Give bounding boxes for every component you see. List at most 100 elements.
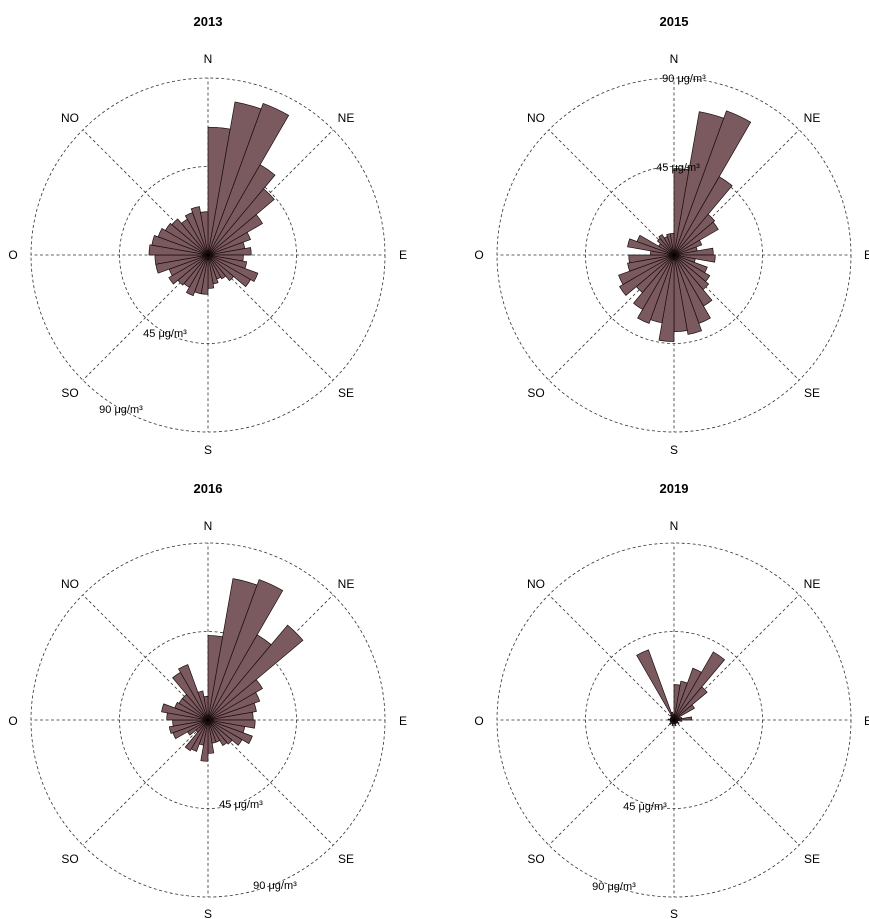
petal-30deg bbox=[207, 164, 276, 256]
petal-140deg bbox=[207, 254, 227, 280]
direction-label-so: SO bbox=[61, 852, 78, 866]
petal-40deg bbox=[207, 624, 304, 721]
petal-330deg bbox=[636, 649, 675, 721]
petal-200deg bbox=[637, 254, 675, 324]
direction-label-e: E bbox=[399, 714, 407, 728]
wind-rose-panel-2015: 2015 N NE E SE S SO O NO 45 μg/m³ 90 μg/… bbox=[474, 14, 869, 457]
center-point bbox=[672, 253, 676, 257]
petal-140deg bbox=[207, 719, 228, 747]
petal-230deg bbox=[168, 254, 209, 285]
petal-160deg bbox=[673, 254, 703, 335]
ring-label-outer: 90 μg/m³ bbox=[592, 881, 636, 893]
petal-300deg bbox=[164, 222, 209, 256]
petal-40deg bbox=[207, 188, 275, 256]
petal-110deg bbox=[207, 719, 253, 745]
direction-label-n: N bbox=[670, 519, 679, 533]
wind-rose-panel-2016: 2016 N NE E SE S SO O NO 45 μg/m³ 90 μg/… bbox=[8, 481, 407, 919]
grid-spoke-no bbox=[548, 594, 675, 721]
direction-label-o: O bbox=[8, 248, 17, 262]
petal-130deg bbox=[207, 254, 235, 282]
direction-label-s: S bbox=[204, 907, 212, 919]
petal-120deg bbox=[207, 254, 252, 288]
chart-title: 2016 bbox=[194, 481, 223, 496]
petal-40deg bbox=[673, 686, 708, 721]
petal-250deg bbox=[627, 254, 675, 272]
petal-310deg bbox=[171, 218, 209, 256]
petal-70deg bbox=[207, 702, 257, 721]
petal-210deg bbox=[184, 719, 209, 752]
chart-title: 2015 bbox=[660, 14, 689, 29]
petal-80deg bbox=[673, 716, 693, 721]
direction-label-ne: NE bbox=[338, 111, 355, 125]
petal-20deg bbox=[207, 103, 290, 256]
direction-label-ne: NE bbox=[804, 577, 821, 591]
grid-spoke-se bbox=[673, 719, 800, 846]
ring-label-inner: 45 μg/m³ bbox=[143, 328, 187, 340]
petal-290deg bbox=[636, 234, 675, 256]
direction-label-s: S bbox=[670, 443, 678, 457]
center-point bbox=[206, 718, 210, 722]
grid-spoke-no bbox=[548, 129, 675, 256]
petal-120deg bbox=[207, 719, 243, 746]
petal-50deg bbox=[673, 221, 719, 256]
direction-label-no: NO bbox=[527, 577, 545, 591]
petal-350deg bbox=[200, 211, 209, 256]
ring-label-outer: 90 μg/m³ bbox=[99, 404, 143, 416]
chart-title: 2013 bbox=[194, 14, 223, 29]
petal-80deg bbox=[207, 247, 252, 256]
petal-350deg bbox=[203, 696, 209, 721]
petal-50deg bbox=[207, 679, 263, 721]
petal-290deg bbox=[157, 227, 209, 256]
direction-label-no: NO bbox=[61, 577, 79, 591]
petal-60deg bbox=[207, 231, 251, 256]
direction-label-o: O bbox=[8, 714, 17, 728]
direction-label-so: SO bbox=[527, 386, 544, 400]
petal-240deg bbox=[618, 254, 675, 285]
ring-label-outer: 90 μg/m³ bbox=[253, 880, 297, 892]
petal-340deg bbox=[197, 690, 209, 721]
petal-130deg bbox=[207, 719, 233, 745]
petal-200deg bbox=[185, 254, 209, 297]
petal-110deg bbox=[207, 254, 259, 283]
petal-260deg bbox=[628, 254, 675, 264]
ring-label-inner: 45 μg/m³ bbox=[623, 801, 667, 813]
direction-label-ne: NE bbox=[338, 577, 355, 591]
wind-rose-panel-2019: 2019 N NE E SE S SO O NO 45 μg/m³ 90 μg/… bbox=[474, 481, 869, 919]
petal-340deg bbox=[190, 206, 209, 256]
petal-40deg bbox=[673, 213, 716, 256]
petal-330deg bbox=[178, 664, 209, 721]
direction-label-se: SE bbox=[804, 386, 820, 400]
petal-250deg bbox=[168, 719, 209, 734]
grid-spoke-so bbox=[82, 719, 209, 846]
direction-label-se: SE bbox=[804, 852, 820, 866]
petal-30deg bbox=[673, 651, 726, 721]
direction-label-se: SE bbox=[338, 386, 354, 400]
ring-label-inner: 45 μg/m³ bbox=[656, 162, 700, 174]
petal-60deg bbox=[673, 239, 703, 256]
direction-label-n: N bbox=[670, 52, 679, 66]
direction-label-no: NO bbox=[61, 111, 79, 125]
ring-label-inner: 45 μg/m³ bbox=[219, 799, 263, 811]
ring-label-outer: 90 μg/m³ bbox=[662, 73, 706, 85]
direction-label-e: E bbox=[399, 248, 407, 262]
chart-title: 2019 bbox=[660, 481, 689, 496]
direction-label-so: SO bbox=[61, 386, 78, 400]
direction-label-e: E bbox=[864, 714, 869, 728]
wind-rose-panel-2013: 2013 N NE E SE S SO O NO 45 μg/m³ 90 μg/… bbox=[8, 14, 407, 457]
petal-30deg bbox=[673, 176, 733, 256]
petal-50deg bbox=[207, 214, 263, 256]
direction-label-o: O bbox=[474, 714, 483, 728]
grid-spoke-so bbox=[548, 719, 675, 846]
petal-50deg bbox=[673, 704, 695, 721]
direction-label-e: E bbox=[864, 248, 869, 262]
direction-label-se: SE bbox=[338, 852, 354, 866]
direction-label-s: S bbox=[670, 907, 678, 919]
direction-label-s: S bbox=[204, 443, 212, 457]
petal-350deg bbox=[669, 233, 675, 256]
direction-label-n: N bbox=[204, 52, 213, 66]
petal-230deg bbox=[619, 254, 675, 296]
direction-label-no: NO bbox=[527, 111, 545, 125]
direction-label-o: O bbox=[474, 248, 483, 262]
center-point bbox=[672, 718, 676, 722]
